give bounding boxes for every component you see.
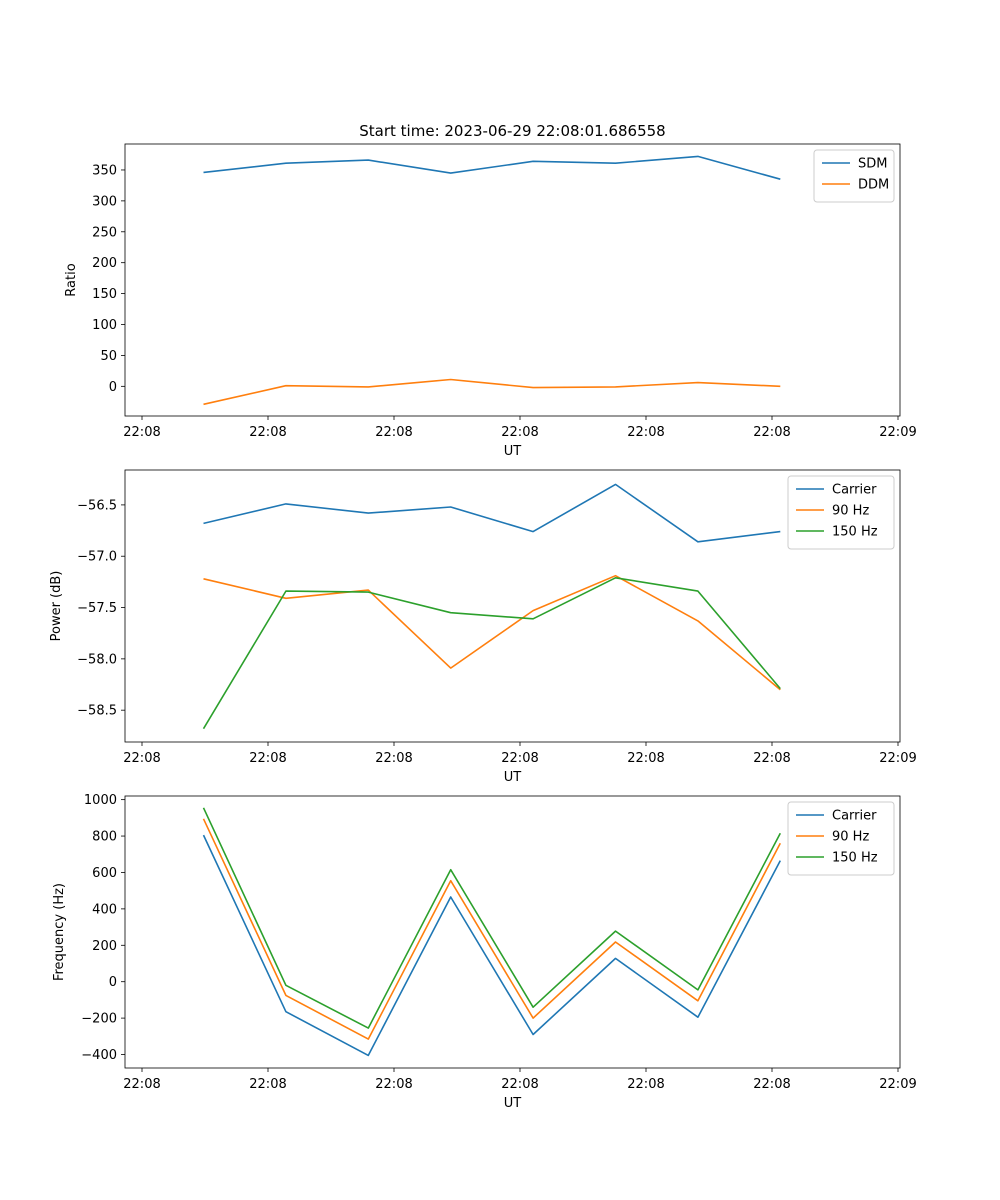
x-tick-label: 22:08	[249, 1077, 286, 1092]
axes-frame	[124, 469, 901, 743]
legend-label: 90 Hz	[832, 830, 869, 845]
x-tick-label: 22:09	[879, 751, 916, 766]
y-tick-label: 300	[92, 194, 117, 209]
x-tick-label: 22:09	[879, 1077, 916, 1092]
x-tick-label: 22:08	[753, 425, 790, 440]
series-line-150-hz	[202, 576, 781, 730]
y-tick-label: 400	[92, 902, 117, 917]
x-tick-label: 22:08	[375, 1077, 412, 1092]
x-tick-label: 22:08	[501, 1077, 538, 1092]
legend: SDM DDM	[813, 149, 895, 203]
y-tick-label: 800	[92, 830, 117, 845]
y-tick-label: −56.5	[77, 498, 117, 513]
x-tick-label: 22:08	[753, 1077, 790, 1092]
series-line-90-hz	[203, 574, 781, 691]
y-tick-label: −58.5	[77, 704, 117, 719]
y-tick-label: 600	[92, 866, 117, 881]
y-tick-label: 0	[109, 975, 117, 990]
panel-1: 22:08 22:08 22:08 22:08 22:08 22:08 22:09 0 50 10…	[64, 143, 917, 459]
legend-label: SDM	[858, 157, 887, 172]
x-tick-label: 22:08	[501, 425, 538, 440]
x-tick-label: 22:08	[123, 425, 160, 440]
legend-label: DDM	[858, 178, 889, 193]
legend-label: Carrier	[832, 809, 877, 824]
series-line-carrier	[202, 834, 782, 1057]
y-tick-label: 200	[92, 939, 117, 954]
legend: Carrier 90 Hz 150 Hz	[787, 801, 895, 876]
y-tick-label: 100	[92, 318, 117, 333]
y-tick-label: −400	[81, 1048, 117, 1063]
y-tick-label: 350	[92, 163, 117, 178]
y-tick-label: −200	[81, 1012, 117, 1027]
x-axis-label: UT	[504, 1096, 522, 1111]
axes-frame	[124, 143, 901, 417]
y-tick-label: 0	[109, 380, 117, 395]
axes-frame	[124, 795, 901, 1069]
x-tick-label: 22:08	[249, 425, 286, 440]
x-tick-label: 22:08	[753, 751, 790, 766]
panel-2: 22:08 22:08 22:08 22:08 22:08 22:08 22:09 −56.5…	[49, 469, 917, 785]
y-tick-label: 200	[92, 256, 117, 271]
y-tick-label: −58.0	[77, 652, 117, 667]
series-line-sdm	[203, 155, 781, 180]
y-axis-label: Frequency (Hz)	[52, 883, 67, 981]
y-tick-label: −57.5	[77, 601, 117, 616]
x-axis-label: UT	[504, 770, 522, 785]
series-line-carrier	[203, 483, 781, 543]
legend-label: Carrier	[832, 483, 877, 498]
x-axis-label: UT	[504, 444, 522, 459]
x-tick-label: 22:08	[627, 751, 664, 766]
y-tick-label: −57.0	[77, 550, 117, 565]
y-axis-label: Power (dB)	[49, 571, 64, 642]
x-tick-label: 22:08	[627, 1077, 664, 1092]
x-tick-label: 22:09	[879, 425, 916, 440]
legend: Carrier 90 Hz 150 Hz	[787, 475, 895, 550]
chart-title: Start time: 2023-06-29 22:08:01.686558	[359, 122, 665, 140]
x-tick-label: 22:08	[123, 1077, 160, 1092]
panels: 22:08 22:08 22:08 22:08 22:08 22:08 22:09 0 50 10…	[49, 143, 917, 1111]
x-tick-label: 22:08	[627, 425, 664, 440]
legend-label: 150 Hz	[832, 851, 878, 866]
legend-label: 90 Hz	[832, 504, 869, 519]
y-axis-label: Ratio	[64, 263, 79, 296]
panel-3: 22:08 22:08 22:08 22:08 22:08 22:08 22:09 −400 −…	[52, 793, 917, 1111]
series-line-ddm	[203, 378, 781, 406]
x-tick-label: 22:08	[123, 751, 160, 766]
legend-label: 150 Hz	[832, 525, 878, 540]
y-tick-label: 150	[92, 287, 117, 302]
series-line-90-hz	[202, 818, 782, 1040]
y-tick-label: 50	[100, 349, 117, 364]
series-line-150-hz	[202, 807, 782, 1029]
x-tick-label: 22:08	[375, 425, 412, 440]
y-tick-label: 1000	[84, 793, 117, 808]
y-tick-label: 250	[92, 225, 117, 240]
x-tick-label: 22:08	[375, 751, 412, 766]
x-tick-label: 22:08	[249, 751, 286, 766]
x-tick-label: 22:08	[501, 751, 538, 766]
